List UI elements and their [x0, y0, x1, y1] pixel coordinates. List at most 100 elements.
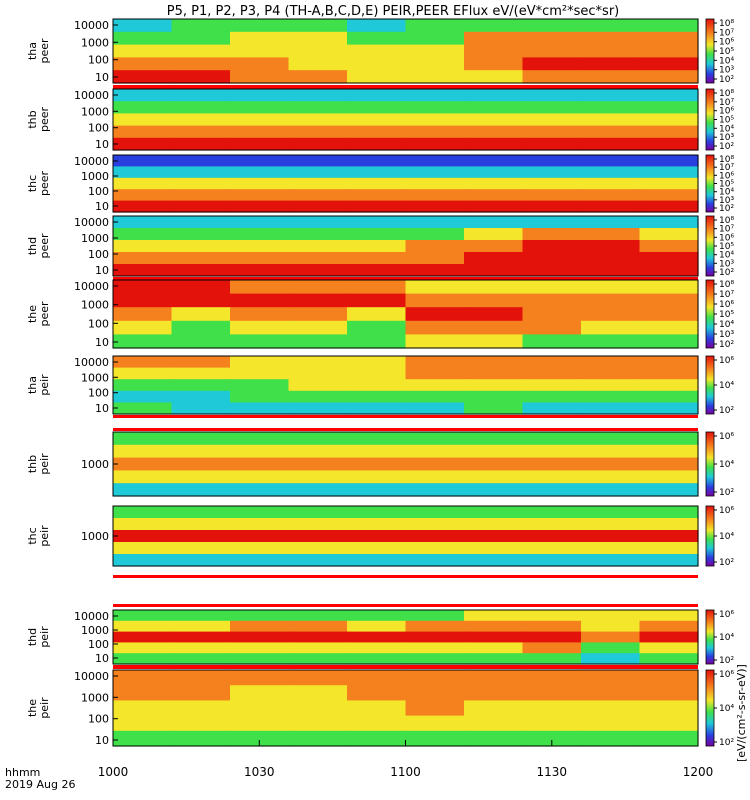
colorbar-tick-label: 10⁴	[719, 381, 734, 391]
heatmap-cell	[171, 166, 231, 179]
panel-tha_peer: 10 100 1000 10000 tha peer 10²10³10⁴10⁵10⁶10⁷1…	[26, 18, 734, 85]
heatmap-cell	[464, 610, 524, 622]
heatmap-cell	[522, 530, 582, 543]
y-tick-label: 100	[88, 713, 109, 726]
heatmap-cell	[113, 483, 173, 497]
y-tick-label: 1000	[81, 530, 109, 543]
heatmap-cell	[522, 113, 582, 127]
heatmap-cell	[113, 700, 173, 717]
heatmap-cell	[288, 228, 348, 241]
heatmap-cell	[171, 730, 231, 747]
heatmap-cell	[347, 620, 407, 633]
heatmap-cell	[347, 264, 407, 277]
heatmap-cell	[347, 470, 407, 484]
heatmap-cell	[464, 293, 524, 308]
heatmap-cell	[405, 483, 465, 497]
heatmap-cell	[405, 715, 465, 732]
heatmap-cell	[581, 252, 641, 265]
heatmap-cell	[464, 700, 524, 717]
heatmap-cell	[639, 200, 699, 213]
panel-label-probe: the	[26, 305, 39, 323]
colorbar-tick-label: 10⁶	[719, 300, 734, 310]
heatmap-cell	[639, 653, 699, 665]
heatmap-cell	[639, 125, 699, 139]
heatmap-cell	[230, 228, 290, 241]
heatmap-cell	[230, 264, 290, 277]
heatmap-cell	[171, 101, 231, 114]
y-tick-label: 10000	[74, 356, 109, 369]
x-tick-label: 1000	[98, 765, 129, 779]
heatmap-cell	[171, 320, 231, 335]
panel-frame	[112, 88, 699, 151]
heatmap-cell	[464, 631, 524, 643]
heatmap-cell	[522, 137, 582, 151]
colorbar	[705, 215, 715, 277]
heatmap-cell	[464, 228, 524, 241]
heatmap-cell	[230, 379, 290, 392]
heatmap-cell	[405, 320, 465, 335]
heatmap-cell	[113, 125, 173, 139]
heatmap-cell	[405, 530, 465, 543]
colorbar-tick-label: 10⁶	[719, 233, 734, 243]
heatmap-cell	[581, 19, 641, 33]
heatmap-cell	[347, 89, 407, 102]
panel-label-probe: thb	[26, 455, 39, 473]
heatmap-cell	[581, 379, 641, 392]
heatmap-cell	[347, 177, 407, 190]
heatmap-cell	[581, 189, 641, 202]
heatmap-cell	[171, 685, 231, 701]
heatmap-cell	[288, 390, 348, 403]
heatmap-cell	[347, 670, 407, 686]
heatmap-cell	[171, 125, 231, 139]
heatmap-cell	[113, 113, 173, 127]
heatmap-cell	[639, 610, 699, 622]
heatmap-cell	[464, 670, 524, 686]
heatmap-cell	[522, 483, 582, 497]
heatmap-cell	[230, 432, 290, 446]
heatmap-cell	[581, 402, 641, 415]
heatmap-cell	[230, 631, 290, 643]
heatmap-cell	[522, 293, 582, 308]
heatmap-cell	[288, 155, 348, 167]
heatmap-cell	[522, 252, 582, 265]
colorbar-tick-label: 10⁶	[719, 506, 734, 516]
heatmap-cell	[288, 293, 348, 308]
heatmap-cell	[639, 252, 699, 265]
heatmap-cell	[405, 216, 465, 229]
heatmap-cell	[581, 483, 641, 497]
heatmap-cell	[230, 19, 290, 33]
colorbar-tick-label: 10⁴	[719, 704, 734, 714]
heatmap-cell	[113, 216, 173, 229]
heatmap-cell	[347, 367, 407, 380]
heatmap-cell	[405, 101, 465, 114]
heatmap-cell	[464, 189, 524, 202]
heatmap-cell	[639, 216, 699, 229]
colorbar-tick-label: 10⁷	[719, 98, 734, 108]
heatmap-cell	[288, 264, 348, 277]
heatmap-cell	[639, 542, 699, 555]
heatmap-cell	[581, 715, 641, 732]
heatmap-cell	[113, 730, 173, 747]
heatmap-cell	[405, 470, 465, 484]
heatmap-cell	[522, 402, 582, 415]
heatmap-cell	[639, 307, 699, 322]
heatmap-cell	[113, 518, 173, 531]
heatmap-cell	[581, 554, 641, 567]
heatmap-cell	[347, 307, 407, 322]
heatmap-cell	[288, 44, 348, 58]
heatmap-cell	[113, 542, 173, 555]
heatmap-cell	[113, 444, 173, 459]
panel-frame	[112, 355, 699, 415]
heatmap-cell	[347, 542, 407, 555]
heatmap-cell	[639, 700, 699, 717]
heatmap-cell	[522, 280, 582, 295]
heatmap-cell	[347, 70, 407, 84]
heatmap-cell	[171, 620, 231, 633]
heatmap-cell	[113, 19, 173, 33]
heatmap-cell	[464, 307, 524, 322]
heatmap-cell	[464, 264, 524, 277]
heatmap-cell	[230, 730, 290, 747]
heatmap-cell	[639, 730, 699, 747]
heatmap-cell	[639, 457, 699, 471]
